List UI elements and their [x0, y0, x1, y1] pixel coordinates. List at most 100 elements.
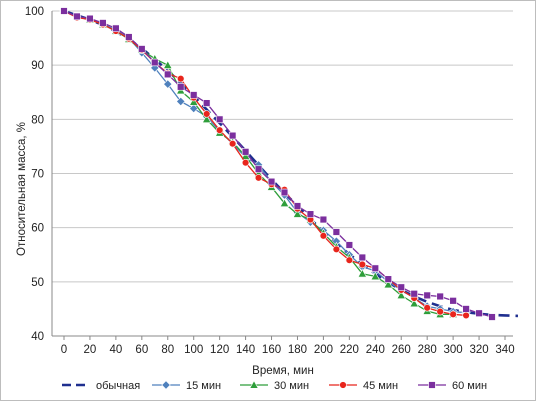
legend-item: 15 мин: [152, 380, 221, 392]
data-point: [410, 290, 418, 298]
data-point: [396, 290, 406, 300]
y-tick-label: 70: [31, 169, 44, 181]
data-point: [202, 99, 211, 107]
y-tick-label: 60: [31, 223, 44, 235]
gridlines: [52, 10, 513, 283]
legend: обычная 15 мин 30 мин 45 мин 60 мин: [62, 380, 487, 392]
series-line: [63, 10, 467, 314]
legend-label: 15 мин: [186, 380, 221, 392]
data-point: [215, 126, 224, 134]
y-tick-labels: 40 50 60 70 80 90 100: [25, 6, 44, 343]
series-1: [59, 6, 471, 318]
x-tick-label: 40: [109, 344, 122, 356]
x-tick-label: 200: [314, 344, 333, 356]
legend-swatch-marker: [339, 381, 347, 389]
data-point: [163, 79, 173, 89]
data-point: [201, 114, 212, 123]
data-point: [332, 228, 341, 236]
x-tick-label: 240: [366, 344, 385, 356]
legend-swatch-marker: [249, 380, 259, 389]
data-point: [99, 19, 107, 27]
data-point: [423, 304, 431, 312]
data-point: [241, 148, 250, 156]
x-tick-labels: 0 20 40 60 80 100 120 140 160 180 200 220 240 260 280 3…: [61, 344, 515, 356]
data-point: [215, 115, 224, 124]
x-tick-label: 100: [184, 344, 203, 356]
data-point: [190, 91, 198, 99]
data-point: [241, 158, 250, 167]
x-tick-label: 300: [444, 344, 463, 356]
legend-label: обычная: [96, 380, 140, 392]
x-tick-label: 260: [392, 344, 411, 356]
x-tick-label: 180: [288, 344, 307, 356]
data-point: [279, 198, 290, 207]
data-point: [189, 103, 199, 114]
data-point: [358, 260, 367, 269]
x-tick-label: 80: [161, 344, 174, 356]
x-tick-label: 280: [418, 344, 437, 356]
series-group: [59, 6, 519, 321]
data-point: [332, 245, 341, 254]
x-tick-label: 340: [495, 344, 514, 356]
data-point: [163, 60, 173, 69]
legend-item: 30 мин: [240, 380, 309, 392]
y-tick-label: 40: [31, 331, 44, 343]
x-tick-label: 120: [210, 344, 229, 356]
data-point: [436, 307, 444, 316]
data-point: [409, 298, 419, 308]
series-line: [63, 10, 467, 317]
data-point: [292, 209, 303, 218]
data-point: [202, 110, 211, 118]
data-point: [138, 45, 146, 53]
data-point: [151, 58, 159, 67]
x-tick-label: 60: [135, 344, 148, 356]
x-tick-label: 20: [84, 344, 97, 356]
data-point: [358, 253, 367, 262]
data-point: [319, 215, 328, 224]
data-point: [475, 309, 483, 317]
data-point: [423, 291, 431, 300]
y-tick-label: 80: [31, 114, 44, 126]
data-point: [319, 232, 328, 240]
data-point: [397, 283, 405, 291]
data-point: [384, 275, 392, 283]
x-tick-label: 160: [262, 344, 281, 356]
x-tick-label: 0: [61, 344, 67, 356]
legend-item: 45 мин: [329, 380, 398, 392]
axes: [51, 11, 513, 340]
x-axis-label: Время, мин: [252, 365, 314, 377]
data-point: [280, 188, 289, 197]
data-point: [449, 310, 457, 319]
data-point: [345, 256, 354, 264]
data-point: [345, 241, 354, 249]
data-point: [228, 140, 237, 148]
data-point: [306, 210, 315, 218]
data-point: [254, 165, 263, 173]
series-line: [63, 10, 493, 318]
x-tick-label: 140: [236, 344, 255, 356]
data-point: [112, 24, 120, 33]
x-tick-label: 220: [340, 344, 359, 356]
data-point: [436, 292, 444, 301]
legend-label: 60 мин: [452, 380, 487, 392]
data-point: [371, 264, 379, 272]
data-point: [73, 12, 81, 21]
data-point: [383, 279, 393, 289]
data-point: [228, 131, 237, 140]
series-line: [63, 9, 519, 318]
y-tick-label: 50: [31, 277, 44, 289]
data-point: [176, 96, 186, 107]
data-point: [488, 313, 496, 321]
y-axis-label: Относительная масса, %: [16, 122, 28, 256]
legend-swatch-marker: [161, 380, 171, 390]
y-tick-label: 100: [25, 6, 44, 18]
data-point: [449, 297, 457, 305]
data-point: [267, 177, 276, 186]
data-point: [293, 202, 302, 210]
legend-label: 45 мин: [363, 380, 398, 392]
series-3: [60, 7, 470, 320]
data-point: [370, 271, 381, 281]
y-tick-label: 90: [31, 60, 44, 72]
data-point: [177, 83, 185, 91]
